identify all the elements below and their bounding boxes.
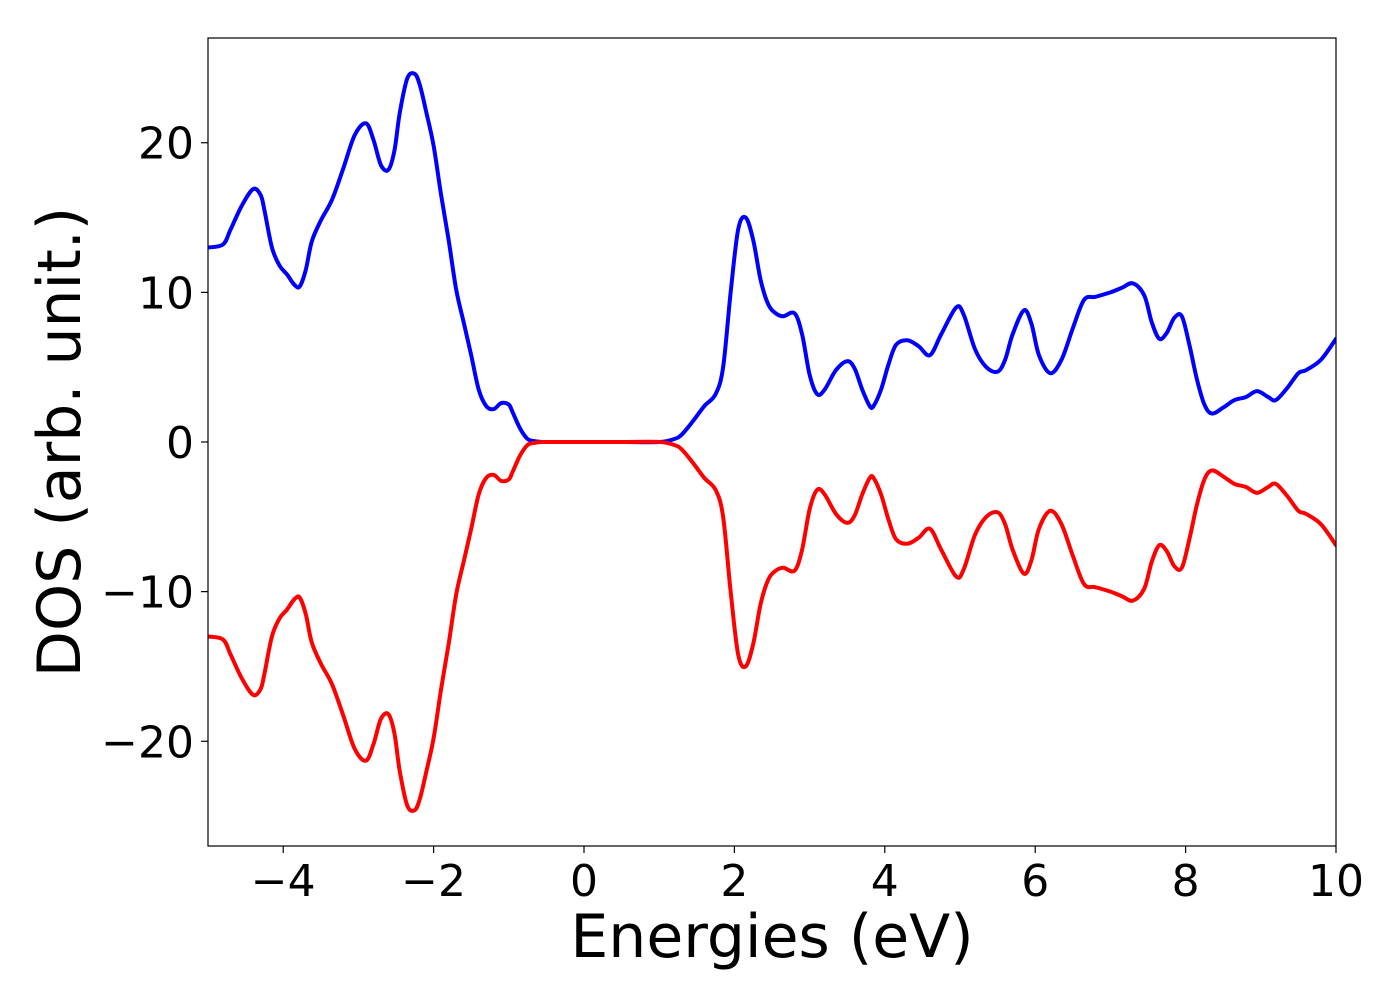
x-tick-label: 10 <box>1308 856 1364 907</box>
x-axis-label: Energies (eV) <box>570 902 973 972</box>
y-axis-label: DOS (arb. unit.) <box>25 207 95 677</box>
x-axis: −4 −2 0 2 4 6 8 10 <box>251 846 1364 907</box>
y-tick-label: −20 <box>101 717 194 768</box>
x-tick-label: −4 <box>251 856 316 907</box>
x-tick-label: 6 <box>1021 856 1049 907</box>
y-tick-label: 0 <box>166 418 194 469</box>
series-line-red <box>208 439 1336 813</box>
x-tick-label: 0 <box>570 856 598 907</box>
y-axis: −20 −10 0 10 20 <box>101 119 208 768</box>
y-tick-label: 20 <box>138 119 194 170</box>
series-layer <box>208 71 1336 813</box>
x-tick-label: 2 <box>720 856 748 907</box>
x-tick-label: 4 <box>871 856 899 907</box>
x-tick-label: −2 <box>401 856 466 907</box>
y-tick-label: −10 <box>101 568 194 619</box>
x-tick-label: 8 <box>1172 856 1200 907</box>
series-line-blue <box>208 71 1336 445</box>
y-tick-label: 10 <box>138 268 194 319</box>
